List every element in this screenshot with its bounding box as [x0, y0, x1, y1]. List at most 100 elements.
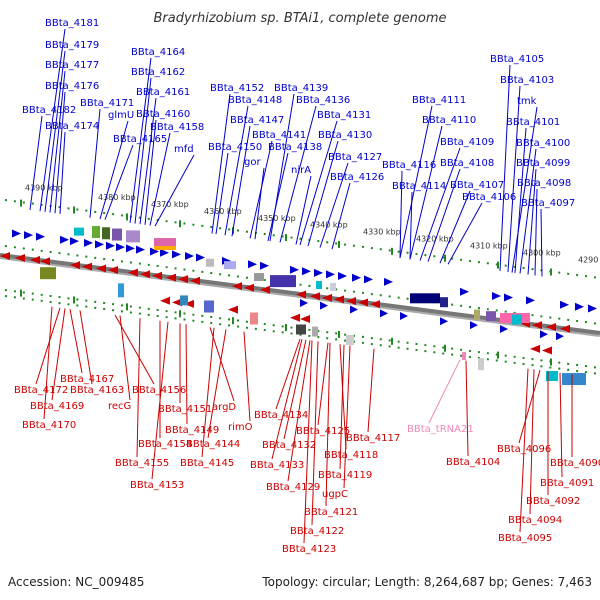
forward-gene-arrow — [36, 232, 45, 241]
gene-block — [296, 324, 306, 335]
reverse-gene-label: BBta_4156 — [132, 385, 186, 396]
label-leader — [419, 147, 461, 261]
reverse-gene-arrow — [140, 270, 150, 279]
reverse-gene-arrow — [0, 252, 10, 260]
label-leader — [439, 190, 471, 264]
label-leader — [534, 188, 538, 276]
reverse-gene-label: rimO — [228, 422, 253, 433]
label-leader — [343, 345, 351, 489]
reverse-gene-label: BBta_4123 — [282, 544, 336, 555]
forward-gene-arrow — [160, 248, 169, 257]
gene-block — [250, 312, 258, 325]
topology-text: Topology: circular; Length: 8,264,687 bp… — [261, 575, 592, 589]
forward-gene-label: BBta_4111 — [412, 95, 466, 106]
label-leader — [51, 308, 66, 401]
reverse-gene-arrow — [190, 276, 200, 285]
gene-block — [330, 282, 336, 291]
reverse-gene-arrow — [244, 283, 254, 292]
reverse-gene-arrow — [166, 273, 176, 282]
reverse-gene-label: BBta_4169 — [30, 401, 84, 412]
reverse-gene-label: BBta_4092 — [526, 496, 580, 507]
reverse-gene-label: ugpC — [322, 489, 348, 500]
forward-gene-label: BBta_4162 — [131, 67, 185, 78]
forward-gene-label: BBta_4139 — [274, 83, 328, 94]
reverse-gene-arrow — [530, 344, 540, 353]
ruler-label: 4370 kbp — [151, 200, 189, 209]
forward-gene-arrow — [384, 277, 393, 286]
gene-block — [40, 267, 56, 280]
reverse-gene-arrow — [370, 300, 380, 309]
gene-block — [440, 297, 448, 308]
reverse-gene-arrow — [178, 275, 188, 284]
ruler-tick — [550, 358, 552, 366]
gene-block — [92, 225, 100, 238]
label-leader — [447, 202, 483, 265]
reverse-gene-arrow — [15, 253, 25, 262]
label-leader — [154, 154, 195, 227]
label-leader — [254, 167, 265, 240]
label-leader — [399, 105, 433, 259]
forward-gene-arrow — [320, 301, 328, 310]
label-leaders — [29, 28, 573, 544]
gene-block — [254, 273, 264, 282]
forward-gene-arrow — [504, 293, 513, 302]
label-leader — [317, 342, 329, 426]
forward-gene-arrow — [338, 271, 347, 280]
forward-gene-label: BBta_4131 — [317, 110, 371, 121]
label-leader — [427, 168, 461, 262]
label-leader — [311, 341, 319, 526]
reverse-gene-label: BBta_4145 — [180, 458, 234, 469]
reverse-gene-arrow — [300, 315, 310, 323]
forward-gene-arrow — [150, 247, 159, 256]
forward-gene-label: BBta_4147 — [230, 115, 284, 126]
reverse-gene-label: BBta_4104 — [446, 457, 500, 468]
forward-gene-label: BBta_4106 — [462, 192, 516, 203]
reverse-gene-arrow — [322, 293, 332, 302]
label-leader — [303, 340, 313, 544]
reverse-gene-label: BBta_4155 — [115, 458, 169, 469]
forward-gene-label: BBta_4161 — [136, 87, 190, 98]
reverse-gene-label: BBta_4133 — [250, 460, 304, 471]
forward-gene-arrow — [196, 253, 205, 262]
label-leader — [514, 127, 527, 273]
ruler-tick — [73, 206, 75, 214]
forward-gene-arrow — [106, 241, 115, 250]
forward-gene-arrow — [248, 260, 257, 269]
gene-block — [154, 238, 176, 247]
label-leader — [44, 50, 66, 212]
forward-gene-label: BBta_4127 — [328, 152, 382, 163]
ruler-tick — [285, 324, 287, 332]
forward-gene-label: BBta_4103 — [500, 75, 554, 86]
ruler-label: 4330 kbp — [363, 228, 401, 237]
forward-gene-arrow — [136, 245, 145, 254]
forward-gene-label: BBta_4110 — [422, 115, 476, 126]
reverse-gene-arrow — [560, 324, 570, 333]
reverse-gene-label: BBta_4090 — [550, 458, 600, 469]
label-leader — [104, 144, 134, 220]
label-leader — [428, 359, 461, 424]
ruler-outer-top — [4, 199, 600, 279]
reverse-gene-arrow — [346, 296, 356, 305]
forward-gene-label: BBta_4126 — [330, 172, 384, 183]
forward-gene-arrow — [314, 268, 323, 277]
accession-text: Accession: NC_009485 — [8, 575, 144, 589]
label-leader — [529, 369, 535, 515]
ruler-tick — [497, 351, 499, 359]
label-leader — [224, 105, 249, 236]
label-leader — [79, 310, 93, 385]
label-leader — [29, 115, 43, 210]
gene-block — [112, 228, 122, 241]
reverse-gene-label: BBta_4129 — [266, 482, 320, 493]
forward-gene-label: mfd — [174, 144, 194, 155]
gene-block — [486, 311, 496, 322]
reverse-gene-label: BBta_4119 — [318, 470, 372, 481]
ruler-tick — [550, 268, 552, 276]
label-leader — [139, 97, 157, 225]
ruler-tick — [73, 296, 75, 304]
forward-gene-arrow — [70, 237, 79, 246]
label-leader — [325, 342, 331, 507]
forward-gene-arrow — [260, 261, 269, 270]
label-leader — [499, 64, 511, 272]
forward-gene-arrow — [302, 267, 311, 276]
